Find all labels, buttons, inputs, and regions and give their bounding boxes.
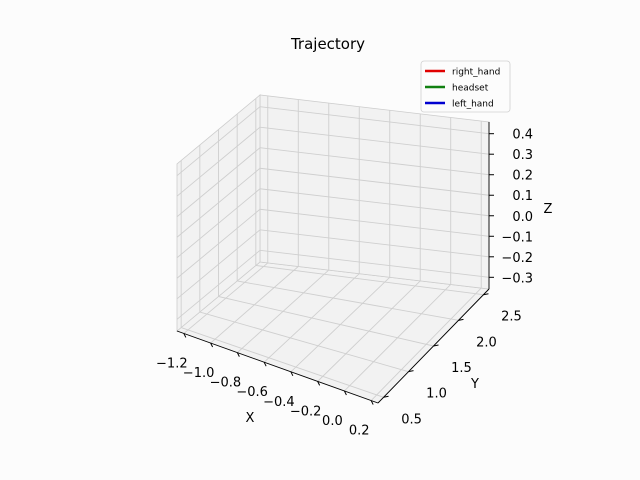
x-tick [210,342,214,348]
legend-box [420,60,511,113]
x-axis-label: X [246,411,255,426]
z-tick-label: 0.0 [512,210,533,225]
chart-title: Trajectory [290,35,365,53]
z-gridline [176,249,490,320]
y-tick-label: 1.0 [426,387,447,402]
z-tick-label: −0.3 [501,271,533,286]
y-tick [408,370,414,373]
x-tick-label: −1.0 [183,366,215,381]
y-axis-label: Y [470,377,479,392]
y-tick [483,293,489,296]
legend-label-left-hand: left_hand [452,100,494,110]
y-gridline [199,145,409,373]
z-gridline [176,147,490,218]
z-tick-label: 0.4 [512,128,533,143]
x-gridline [237,103,330,353]
y-tick-label: 2.5 [501,310,522,325]
x-gridline [183,95,269,334]
x-tick-label: −0.4 [263,395,295,410]
x-gridline [290,110,391,373]
z-tick-label: 0.3 [512,148,533,163]
x-gridline [263,106,360,363]
x-tick-label: −0.6 [236,385,268,400]
y-gridline [218,129,434,347]
z-gridline [176,106,490,177]
x-tick [183,333,187,338]
y-tick [383,395,389,398]
y-gridline [236,113,459,321]
z-gridline [176,167,490,238]
legend-label-right-hand: right_hand [452,68,500,78]
back-pane [259,94,490,290]
y-tick-label: 0.5 [401,412,422,427]
x-tick [343,390,347,396]
x-gridline [344,117,452,392]
legend-label-headset: headset [452,84,489,94]
x-tick [317,381,321,386]
x-gridline [210,99,299,344]
x-tick [370,400,374,405]
x-tick-label: −1.2 [156,356,188,371]
y-gridline [255,98,484,296]
x-tick-label: 0.2 [349,424,370,439]
x-tick [290,371,294,377]
z-gridline [176,126,490,197]
z-tick-label: 0.1 [512,189,533,204]
y-tick-label: 2.0 [476,335,497,350]
z-axis-label: Z [544,202,553,217]
x-tick-label: 0.0 [322,414,343,429]
x-gridline [370,121,482,401]
x-gridline [317,113,421,382]
z-gridline [176,229,490,300]
z-gridline [176,188,490,259]
y-tick-label: 1.5 [451,361,472,376]
z-tick-label: 0.2 [512,169,533,184]
z-tick-label: −0.2 [501,251,533,266]
y-gridline [180,160,384,398]
x-tick-label: −0.8 [210,376,242,391]
z-gridline [176,208,490,279]
x-tick [263,361,267,367]
x-tick-label: −0.2 [290,404,322,419]
y-tick [433,344,439,347]
y-tick [458,318,464,321]
x-tick [236,352,240,357]
z-tick-label: −0.1 [501,230,533,245]
